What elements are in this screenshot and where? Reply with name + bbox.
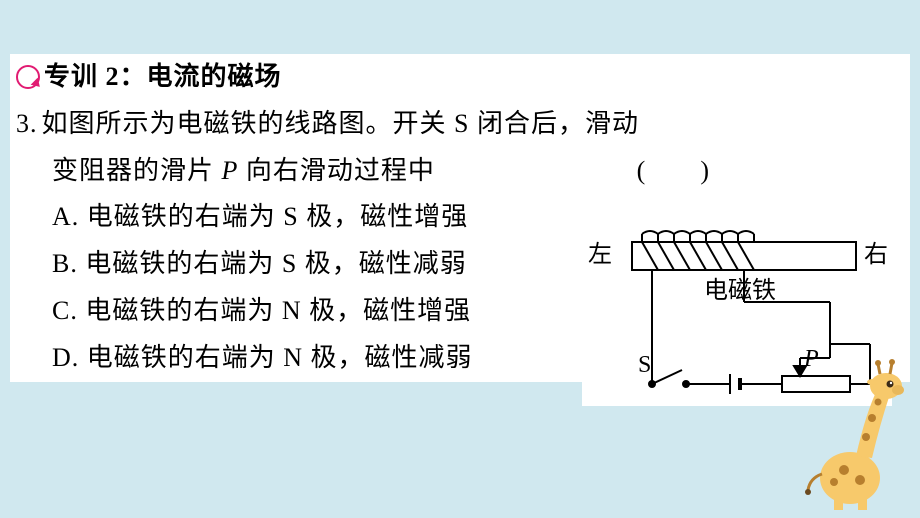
question-stem-line2: 变阻器的滑片 P 向右滑动过程中 ( ): [46, 148, 910, 195]
stem-2-right: 向右滑动过程中: [246, 156, 435, 185]
giraffe-svg: [786, 352, 906, 512]
stem-2-left: 变阻器的滑片: [52, 156, 214, 185]
section-title-line: 专训 2：电流的磁场: [10, 54, 910, 101]
answer-blank: ( ): [637, 148, 710, 195]
slide: 专训 2：电流的磁场 3. 如图所示为电磁铁的线路图。开关 S 闭合后，滑动 变…: [0, 0, 920, 518]
stem-text-2: 变阻器的滑片 P 向右滑动过程中: [52, 148, 435, 195]
play-marker-icon: [16, 65, 40, 89]
diagram-left-label: 左: [588, 241, 612, 268]
diagram-coil-label: 电磁铁: [704, 277, 776, 304]
question-stem-line1: 3. 如图所示为电磁铁的线路图。开关 S 闭合后，滑动: [10, 101, 910, 148]
diagram-right-label: 右: [864, 241, 888, 268]
stem-text-1: 如图所示为电磁铁的线路图。开关 S 闭合后，滑动: [42, 101, 639, 148]
question-number: 3.: [16, 101, 38, 148]
slider-variable: P: [222, 156, 239, 185]
section-title: 专训 2：电流的磁场: [44, 54, 282, 101]
diagram-switch-label: S: [638, 352, 651, 378]
giraffe-decoration: [786, 352, 906, 512]
